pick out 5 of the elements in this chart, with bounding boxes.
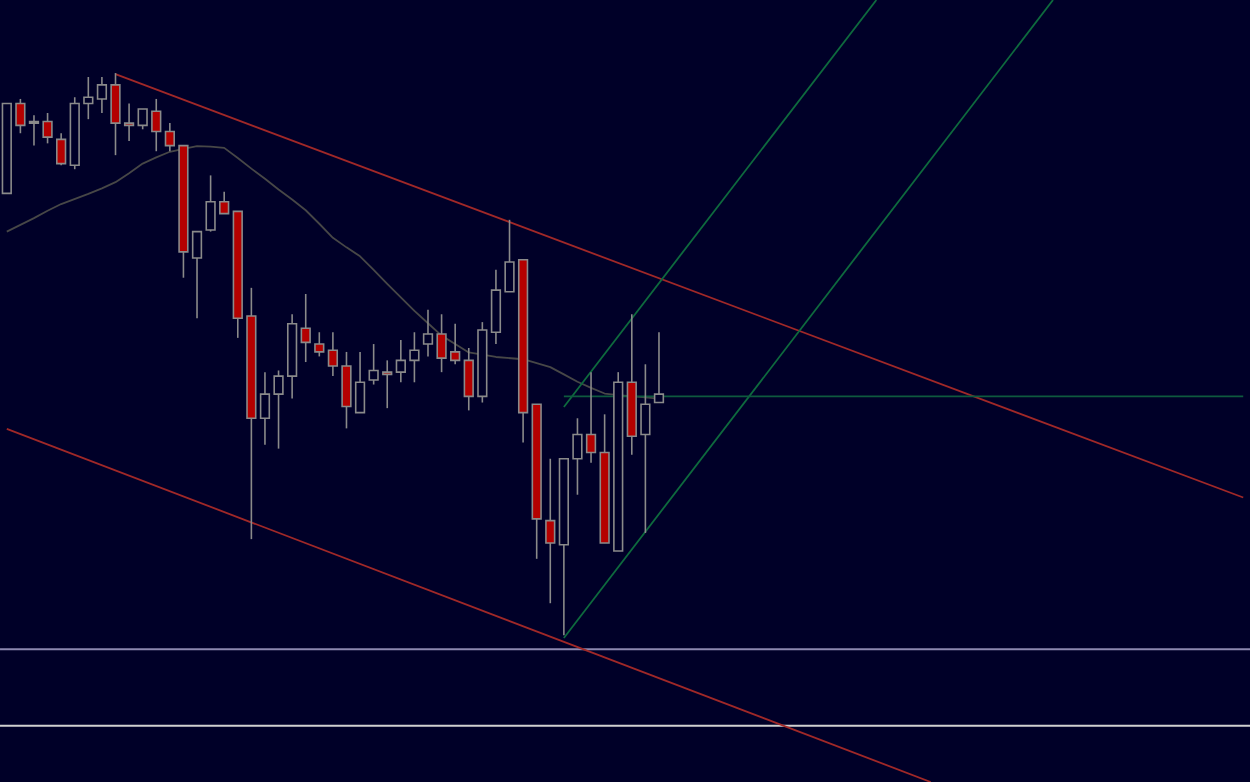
candlestick xyxy=(300,293,311,363)
candlestick xyxy=(545,457,556,605)
candlestick xyxy=(56,132,67,167)
candlestick xyxy=(653,331,665,404)
candlestick xyxy=(314,331,325,358)
